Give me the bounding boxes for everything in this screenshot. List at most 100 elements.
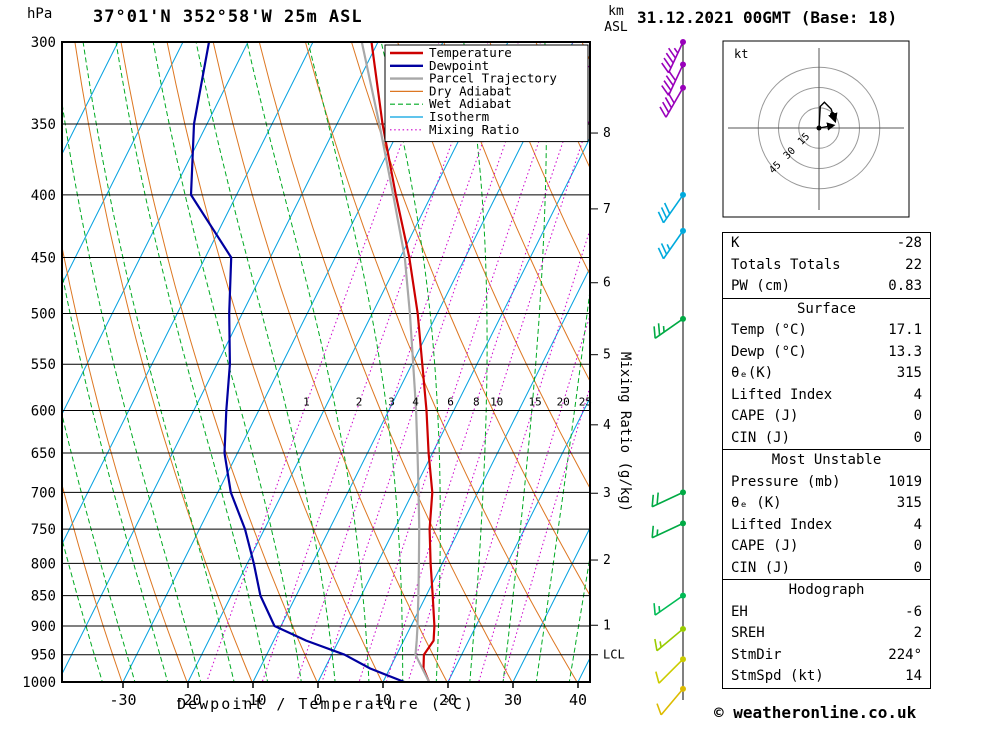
panel-row: Totals Totals 22: [723, 255, 930, 277]
svg-text:10: 10: [374, 691, 392, 709]
svg-text:700: 700: [31, 485, 56, 501]
panel-row-label: EH: [731, 603, 748, 620]
panel-row-value: 4: [913, 516, 922, 533]
panel-row-value: 0: [913, 408, 922, 424]
panel-row: PW (cm) 0.83: [723, 276, 930, 298]
panel-row-value: -28: [896, 235, 922, 251]
panel-row-label: CAPE (J): [731, 538, 799, 554]
wind-barb-column: [651, 39, 686, 716]
panel-row-value: 0: [913, 429, 922, 446]
svg-text:550: 550: [31, 357, 56, 373]
panel-row-value: 1019: [888, 473, 922, 490]
svg-text:6: 6: [603, 276, 611, 291]
legend-label: Dewpoint: [429, 58, 489, 73]
panel-row-label: SREH: [731, 625, 765, 641]
panel-row: Temp (°C) 17.1: [723, 320, 930, 342]
legend-label: Wet Adiabat: [429, 96, 512, 111]
svg-text:3: 3: [603, 486, 611, 501]
km-tick-labels: 1 2 3 4 5 6 7 8 LCL: [590, 126, 625, 662]
svg-text:350: 350: [31, 117, 56, 133]
temperature-axis-label: Dewpoint / Temperature (°C): [177, 695, 475, 713]
panel-row-label: CIN (J): [731, 559, 791, 576]
legend-label: Isotherm: [429, 109, 489, 124]
panel-row: EH -6: [723, 602, 930, 624]
mixing-ratio-axis-label: Mixing Ratio (g/kg): [617, 351, 633, 513]
panel-row-label: Temp (°C): [731, 322, 807, 338]
panel-row-value: 4: [913, 386, 922, 403]
svg-text:950: 950: [31, 648, 56, 664]
svg-text:-30: -30: [109, 691, 136, 709]
panel-row-value: 2: [913, 625, 922, 641]
svg-text:500: 500: [31, 307, 56, 323]
panel-row: SREH 2: [723, 623, 930, 645]
pressure-tick-labels: 300 350 400 450 500 550 600 650 700 750 800 850 900 9…: [22, 35, 56, 691]
panel-row-value: 22: [905, 256, 922, 273]
svg-text:3: 3: [388, 395, 395, 408]
svg-text:0: 0: [313, 691, 322, 709]
panel-row-value: 0: [913, 538, 922, 554]
panel-row: K -28: [723, 233, 930, 255]
svg-text:10: 10: [490, 395, 503, 408]
info-panel-indices: K -28 Totals Totals 22 PW (cm) 0.83: [722, 232, 931, 299]
panel-row-value: 315: [896, 495, 922, 511]
panel-row-label: Lifted Index: [731, 516, 833, 533]
station-title: 37°01'N 352°58'W 25m ASL: [93, 7, 363, 27]
panel-row-value: 14: [905, 668, 922, 684]
panel-row-label: Dewp (°C): [731, 343, 807, 360]
panel-title: Most Unstable: [771, 452, 882, 468]
svg-text:1: 1: [303, 395, 310, 408]
panel-row: CAPE (J) 0: [723, 536, 930, 558]
panel-row-label: CIN (J): [731, 429, 791, 446]
svg-text:-10: -10: [239, 691, 266, 709]
altitude-axis-unit: km ASL: [594, 4, 638, 36]
series-dewpoint: [189, 42, 405, 682]
series-temperature: [370, 42, 436, 682]
panel-row-label: Lifted Index: [731, 386, 833, 403]
svg-text:8: 8: [473, 395, 480, 408]
panel-row: Lifted Index 4: [723, 515, 930, 537]
info-panel-hodograph: Hodograph EH -6 SREH 2 StmDir 224° StmSpd (kt) 1…: [722, 579, 931, 689]
panel-row-label: CAPE (J): [731, 408, 799, 424]
legend-label: Mixing Ratio: [429, 122, 519, 137]
svg-text:1: 1: [603, 618, 611, 633]
panel-row-value: -6: [905, 603, 922, 620]
altitude-axis-unit-km: km: [608, 4, 624, 19]
panel-row-label: PW (cm): [731, 278, 791, 294]
wet-adiabat-lines: [62, 42, 590, 682]
svg-text:850: 850: [31, 589, 56, 605]
svg-text:400: 400: [31, 188, 56, 204]
panel-row: θₑ (K) 315: [723, 493, 930, 515]
mixing-ratio-lines: [206, 42, 590, 682]
svg-text:20: 20: [557, 395, 570, 408]
legend-label: Dry Adiabat: [429, 83, 512, 98]
svg-text:6: 6: [447, 395, 454, 408]
panel-row-value: 0: [913, 559, 922, 576]
panel-row-value: 0.83: [888, 278, 922, 294]
hodograph-dot: [830, 112, 835, 117]
panel-row-label: StmDir: [731, 646, 782, 663]
panel-row-label: K: [731, 235, 740, 251]
svg-text:25: 25: [579, 395, 592, 408]
pressure-axis-unit: hPa: [27, 6, 53, 22]
info-panel-most-unstable: Most Unstable Pressure (mb) 1019 θₑ (K) 315 L…: [722, 449, 931, 580]
svg-text:7: 7: [603, 202, 611, 217]
legend-label: Parcel Trajectory: [429, 71, 557, 86]
panel-row-value: 17.1: [888, 322, 922, 338]
panel-title: Hodograph: [788, 582, 865, 598]
svg-text:750: 750: [31, 522, 56, 538]
wind-barbs: [651, 39, 686, 716]
info-panel-surface: Surface Temp (°C) 17.1 Dewp (°C) 13.3 θₑ(K) 31…: [722, 297, 931, 450]
skewt-diagram: 1 2 3 4 6 8 10 15 20 2530035040045050055060065070…: [22, 35, 625, 709]
panel-row-label: θₑ(K): [731, 365, 774, 381]
panel-title: Surface: [796, 300, 856, 317]
series-parcel-trajectory: [360, 42, 431, 682]
svg-text:8: 8: [603, 126, 611, 141]
svg-text:30: 30: [504, 691, 522, 709]
run-datetime-title: 31.12.2021 00GMT (Base: 18): [637, 8, 898, 27]
panel-row-label: Pressure (mb): [731, 473, 841, 490]
hodograph-storm-vector: [818, 122, 836, 131]
panel-row-label: Totals Totals: [731, 256, 841, 273]
hodograph-dot: [816, 125, 822, 131]
svg-text:20: 20: [439, 691, 457, 709]
